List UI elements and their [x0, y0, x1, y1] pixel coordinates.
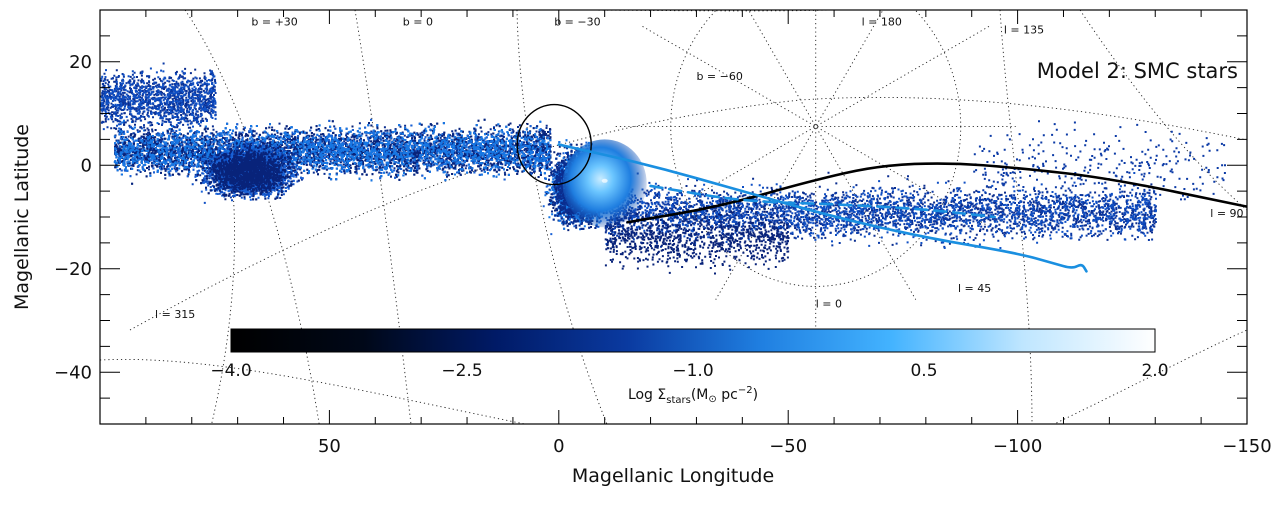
colorbar-label-sun: ⊙ — [708, 394, 716, 405]
x-tick-label: 50 — [318, 436, 341, 457]
colorbar-tick-label: 0.5 — [910, 361, 937, 381]
grid-labels: b = +30 b = 0 b = −30 b = −60 l = 180 l = 135… — [155, 16, 1244, 321]
y-tick-label: 0 — [81, 155, 92, 176]
colorbar-tick-label: −4.0 — [210, 361, 251, 381]
grid-label: l = 45 — [958, 282, 991, 295]
star-points — [604, 173, 1157, 248]
colorbar-label-main: Log Σ — [628, 387, 666, 403]
colorbar-label-sub: stars — [666, 395, 691, 406]
colorbar-label: Log Σstars(M⊙ pc−2) — [628, 385, 758, 406]
lmc-circle — [516, 103, 592, 186]
grid-label: l = 315 — [155, 308, 195, 321]
colorbar-label-units: (M — [691, 387, 709, 403]
orbit-line-smc-past-orbit — [649, 184, 996, 219]
grid-curve — [211, 179, 235, 424]
x-tick-label: −100 — [993, 436, 1042, 457]
orbit-line-lmc-orbit — [626, 162, 1247, 224]
star-points — [604, 172, 1157, 249]
chart-title: Model 2: SMC stars — [1037, 59, 1238, 83]
colorbar-tick-label: −2.5 — [441, 361, 482, 381]
star-density-layer — [100, 62, 1226, 275]
grid-label: b = 0 — [403, 16, 433, 29]
grid-label: b = −30 — [554, 16, 600, 29]
x-axis-label: Magellanic Longitude — [572, 465, 774, 487]
star-points — [100, 62, 217, 135]
y-tick-label: −40 — [54, 362, 92, 383]
grid-label: b = −60 — [696, 70, 742, 83]
colorbar-tick-label: −1.0 — [672, 361, 713, 381]
smc-center — [601, 178, 608, 183]
colorbar-label-units2: pc — [717, 387, 738, 403]
grid-label: l = 0 — [816, 298, 842, 311]
grid-label: b = +30 — [251, 16, 297, 29]
x-tick-label: 0 — [553, 436, 564, 457]
x-tick-label: −50 — [769, 436, 807, 457]
colorbar-label-sup: −2 — [738, 385, 753, 396]
grid-curve — [354, 10, 412, 424]
y-tick-label: 20 — [69, 52, 92, 73]
axis-ticks: 50 0 −50 −100 −150 20 0 −20 −40 — [54, 9, 1272, 457]
grid-curve — [516, 10, 608, 424]
colorbar-tick-label: 2.0 — [1141, 361, 1168, 381]
grid-label: l = 90 — [1210, 207, 1243, 220]
colorbar-label-close: ) — [753, 387, 758, 403]
colorbar-ramp — [230, 328, 1156, 353]
orbit-line-smc-orbit — [557, 143, 1088, 273]
grid-curve — [1053, 329, 1247, 424]
grid-label: l = 180 — [862, 16, 902, 29]
star-points — [196, 139, 300, 201]
smc-core — [562, 139, 647, 228]
y-tick-label: −20 — [54, 259, 92, 280]
star-points — [973, 120, 1226, 209]
y-axis-label: Magellanic Latitude — [11, 124, 33, 310]
star-points — [113, 118, 552, 182]
x-tick-label: −150 — [1222, 436, 1271, 457]
orbit-lines-layer — [557, 143, 1247, 273]
grid-curve — [1079, 10, 1247, 211]
colorbar: Log Σstars(M⊙ pc−2) −4.0 −2.5 −1.0 0.5 2.0 — [210, 328, 1169, 406]
star-points — [114, 117, 552, 185]
grid-label: l = 135 — [1004, 23, 1044, 36]
